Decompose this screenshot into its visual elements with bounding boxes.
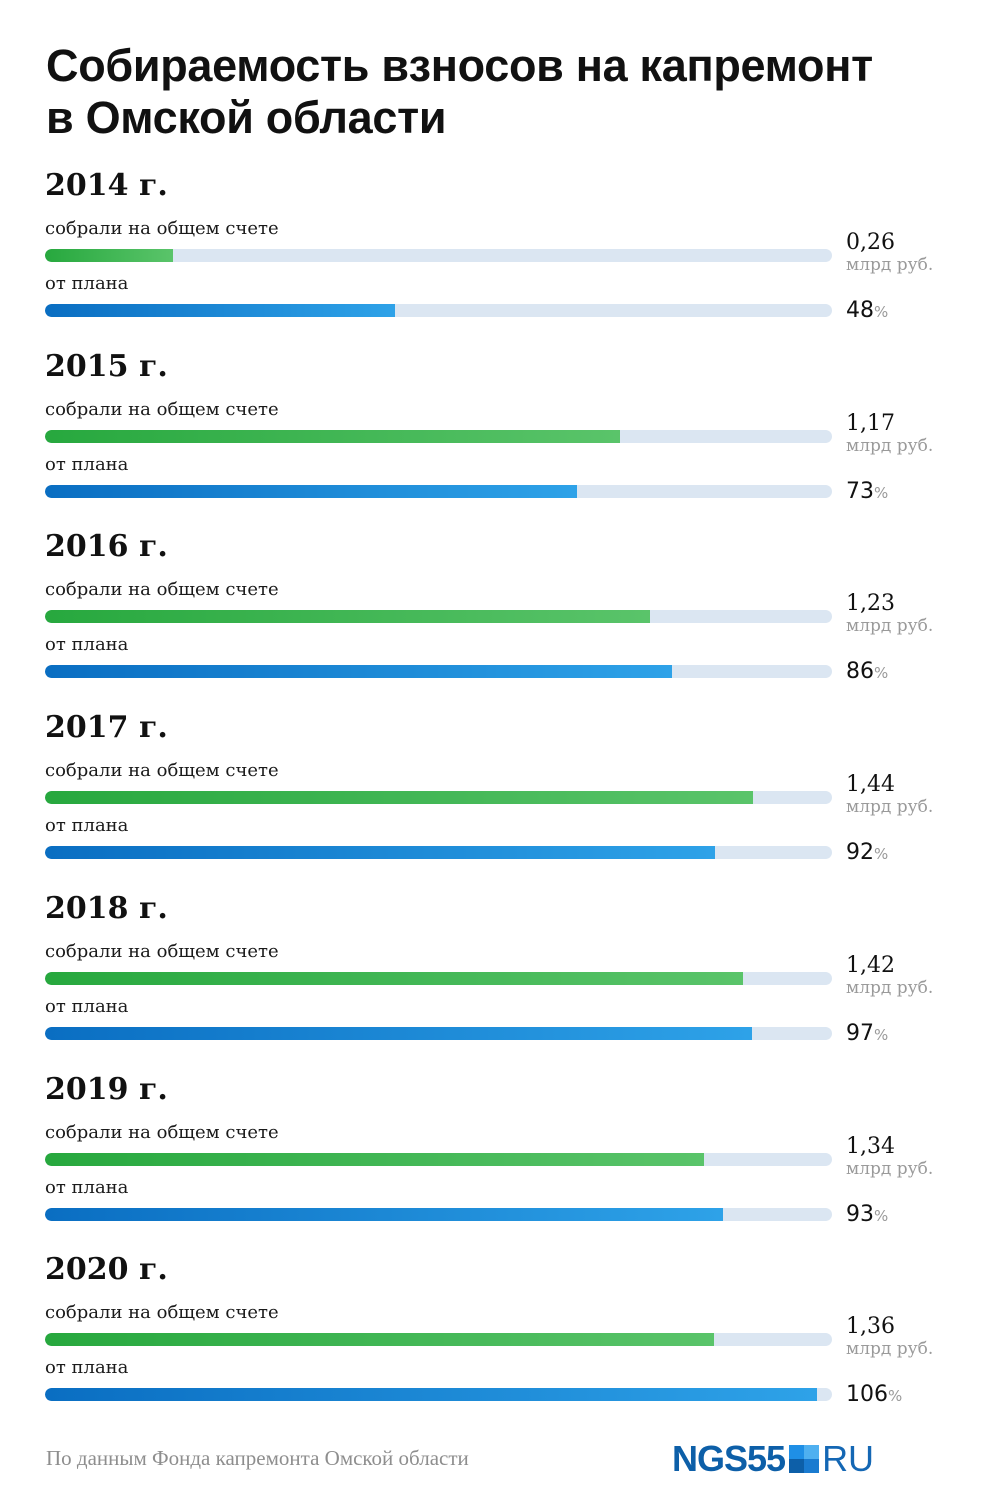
plan-value: 73% [846, 478, 889, 505]
percent-sign: % [874, 1025, 889, 1044]
plan-label: от плана [45, 815, 129, 837]
ngs55-logo: NGS55 RU [672, 1441, 874, 1477]
logo-main-text: NGS55 [672, 1438, 786, 1479]
collected-bar [45, 249, 173, 262]
plan-bar-track [45, 304, 832, 317]
plan-value-number: 92 [846, 840, 874, 866]
collected-label: собрали на общем счете [45, 1302, 279, 1324]
plan-value: 48% [846, 299, 888, 324]
percent-sign: % [874, 483, 889, 502]
plan-label: от плана [45, 273, 129, 294]
collected-value: 1,17 [846, 410, 895, 436]
year-label: 2020 г. [45, 1252, 168, 1288]
collected-bar-track [45, 791, 832, 805]
year-block: 2015 г. собрали на общем счете 1,17 млрд ру… [0, 349, 984, 530]
percent-sign: % [874, 303, 889, 321]
title-line-2: в Омской области [46, 92, 447, 143]
year-block: 2019 г. собрали на общем счете 1,34 млрд ру… [0, 1072, 984, 1253]
collected-bar [45, 971, 744, 985]
plan-label: от плана [45, 1176, 129, 1198]
plan-bar-track [45, 1388, 832, 1402]
year-label: 2016 г. [45, 529, 168, 565]
title-line-1: Собираемость взносов на капремонт [46, 40, 873, 91]
money-unit: млрд руб. [846, 435, 934, 456]
year-block: 2014 г. собрали на общем счете 0,26 млрд ру… [0, 168, 984, 349]
collected-bar [45, 791, 754, 805]
money-unit: млрд руб. [846, 616, 934, 637]
plan-value: 93% [846, 1201, 889, 1228]
year-label: 2019 г. [45, 1071, 168, 1107]
collected-value: 1,36 [846, 1314, 895, 1340]
plan-value-number: 86 [846, 659, 874, 685]
year-label: 2015 г. [45, 348, 168, 384]
plan-bar-track [45, 665, 832, 679]
collected-label: собрали на общем счете [45, 218, 279, 239]
plan-label: от плана [45, 453, 129, 475]
collected-value: 1,23 [846, 591, 895, 617]
plan-label: от плана [45, 634, 129, 656]
money-unit: млрд руб. [846, 255, 934, 275]
percent-sign: % [874, 664, 889, 683]
plan-bar-track [45, 484, 832, 498]
money-unit: млрд руб. [846, 797, 934, 818]
collected-bar-track [45, 429, 832, 443]
money-unit: млрд руб. [846, 1158, 934, 1179]
plan-value: 92% [846, 841, 888, 866]
collected-value: 0,26 [846, 230, 895, 255]
plan-value-number: 93 [846, 1201, 874, 1227]
source-note: По данным Фонда капремонта Омской област… [46, 1446, 469, 1470]
collected-bar-track [45, 971, 832, 985]
collected-value: 1,42 [846, 952, 895, 978]
percent-sign: % [874, 1206, 889, 1225]
year-label: 2017 г. [45, 710, 168, 746]
plan-bar [45, 1388, 818, 1402]
collected-bar [45, 1333, 714, 1347]
collected-label: собрали на общем счете [45, 1121, 279, 1143]
collected-bar-track [45, 1152, 832, 1166]
plan-bar [45, 1207, 723, 1221]
plan-label: от плана [45, 995, 129, 1017]
plan-value-number: 106 [846, 1382, 888, 1408]
collected-bar-track [45, 249, 832, 262]
collected-bar-track [45, 1333, 832, 1347]
percent-sign: % [874, 845, 889, 864]
collected-bar [45, 610, 650, 624]
plan-value-number: 48 [846, 298, 874, 323]
plan-value-number: 97 [846, 1020, 874, 1046]
percent-sign: % [888, 1387, 903, 1406]
plan-bar [45, 484, 577, 498]
plan-bar-track [45, 846, 832, 860]
year-block: 2017 г. собрали на общем счете 1,44 млрд ру… [0, 710, 984, 891]
money-unit: млрд руб. [846, 1339, 934, 1360]
plan-bar-track [45, 1207, 832, 1221]
plan-bar [45, 846, 716, 860]
money-unit: млрд руб. [846, 977, 934, 998]
logo-square-icon [789, 1445, 820, 1473]
collected-value: 1,44 [846, 772, 895, 798]
plan-bar [45, 665, 672, 679]
year-label: 2014 г. [45, 168, 168, 203]
collected-bar [45, 429, 621, 443]
plan-value: 97% [846, 1020, 889, 1047]
year-block: 2016 г. собрали на общем счете 1,23 млрд ру… [0, 529, 984, 710]
collected-label: собрали на общем счете [45, 579, 279, 601]
collected-value: 1,34 [846, 1133, 895, 1159]
collected-label: собрали на общем счете [45, 398, 279, 420]
collected-label: собрали на общем счете [45, 940, 279, 962]
plan-value: 86% [846, 660, 888, 685]
plan-bar [45, 1026, 752, 1040]
collected-bar-track [45, 610, 832, 624]
plan-value-number: 73 [846, 478, 874, 504]
plan-bar-track [45, 1026, 832, 1040]
logo-suffix-text: RU [822, 1438, 875, 1479]
year-block: 2020 г. собрали на общем счете 1,36 млрд ру… [0, 1252, 984, 1433]
collected-bar [45, 1152, 705, 1166]
collected-label: собрали на общем счете [45, 760, 279, 782]
year-label: 2018 г. [45, 890, 168, 926]
plan-label: от плана [45, 1357, 129, 1379]
plan-bar [45, 304, 395, 317]
plan-value: 106% [846, 1383, 902, 1408]
chart-title: Собираемость взносов на капремонт в Омск… [46, 40, 966, 144]
year-block: 2018 г. собрали на общем счете 1,42 млрд ру… [0, 891, 984, 1072]
